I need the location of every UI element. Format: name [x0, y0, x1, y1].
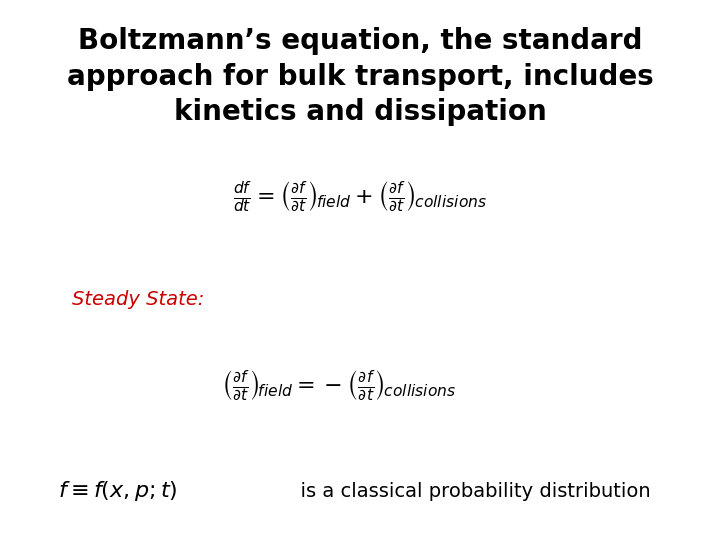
Text: Steady State:: Steady State:: [72, 290, 204, 309]
Text: is a classical probability distribution: is a classical probability distribution: [288, 482, 651, 501]
Text: $\frac{df}{dt} = \left(\frac{\partial f}{\partial t}\right)_{\!\mathit{field}} +: $\frac{df}{dt} = \left(\frac{\partial f}…: [233, 179, 487, 215]
Text: $\left(\frac{\partial f}{\partial t}\right)_{\!\mathit{field}} = -\left(\frac{\p: $\left(\frac{\partial f}{\partial t}\rig…: [221, 368, 456, 404]
Text: Boltzmann’s equation, the standard
approach for bulk transport, includes
kinetic: Boltzmann’s equation, the standard appro…: [67, 27, 653, 126]
Text: $f \equiv f(x, p; t)$: $f \equiv f(x, p; t)$: [58, 480, 177, 503]
